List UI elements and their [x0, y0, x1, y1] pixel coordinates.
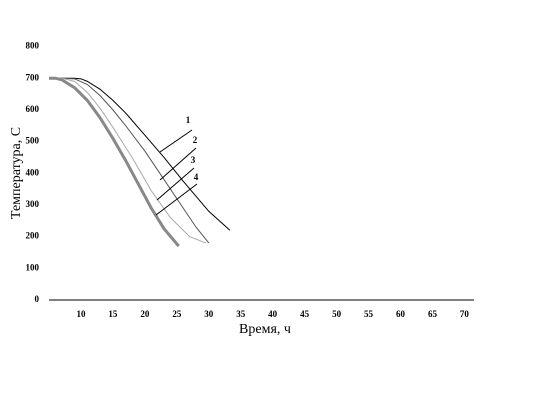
x-axis-title: Время, ч — [239, 322, 291, 337]
x-tick-label: 55 — [364, 309, 374, 319]
x-tick-label: 50 — [332, 309, 342, 319]
x-tick-label: 70 — [460, 309, 470, 319]
y-tick-label: 800 — [26, 41, 40, 51]
series-line — [49, 77, 206, 244]
x-tick-label: 65 — [428, 309, 438, 319]
y-tick-label: 100 — [26, 262, 40, 272]
x-tick-label: 20 — [140, 309, 150, 319]
series-line — [49, 76, 180, 248]
y-tick-label: 200 — [26, 231, 40, 241]
series-label: 3 — [191, 155, 196, 165]
x-tick-label: 45 — [300, 309, 310, 319]
series-label: 2 — [193, 135, 198, 145]
y-axis-title: Температура, С — [9, 127, 24, 219]
label-leader — [155, 183, 198, 216]
y-tick-label: 500 — [26, 136, 40, 146]
series-line — [49, 77, 210, 244]
series-label: 4 — [194, 172, 199, 182]
x-tick-label: 35 — [236, 309, 246, 319]
x-tick-label: 30 — [204, 309, 214, 319]
y-tick-label: 600 — [26, 104, 40, 114]
y-tick-label: 300 — [26, 199, 40, 209]
label-leader — [159, 147, 197, 181]
x-tick-label: 10 — [76, 309, 86, 319]
y-tick-label: 0 — [35, 294, 40, 304]
series-label: 1 — [186, 115, 191, 125]
label-leader — [156, 167, 195, 201]
x-tick-label: 40 — [268, 309, 278, 319]
y-tick-label: 700 — [26, 72, 40, 82]
label-leader — [159, 129, 193, 153]
x-tick-label: 60 — [396, 309, 406, 319]
y-tick-label: 400 — [26, 167, 40, 177]
series-line — [49, 77, 231, 231]
x-tick-label: 25 — [172, 309, 182, 319]
x-tick-label: 15 — [108, 309, 118, 319]
